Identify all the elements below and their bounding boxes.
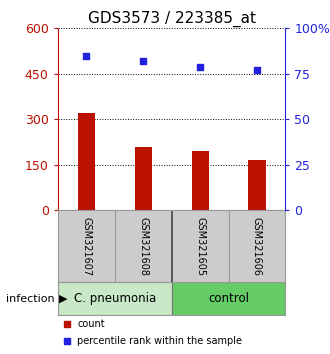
Point	[254, 67, 260, 73]
Text: infection: infection	[6, 293, 54, 304]
Bar	[172, 282, 285, 315]
Bar	[135, 147, 152, 210]
Bar	[58, 282, 172, 315]
Text: control: control	[208, 292, 249, 305]
Bar	[78, 113, 95, 210]
Point	[141, 58, 146, 64]
Bar	[248, 160, 266, 210]
Bar	[191, 151, 209, 210]
Text: GSM321608: GSM321608	[138, 217, 148, 276]
Point	[197, 64, 203, 69]
Text: GSM321606: GSM321606	[252, 217, 262, 276]
Point	[64, 321, 70, 326]
Point	[64, 338, 70, 344]
Point	[83, 53, 89, 58]
Text: C. pneumonia: C. pneumonia	[74, 292, 156, 305]
Title: GDS3573 / 223385_at: GDS3573 / 223385_at	[87, 11, 256, 27]
Text: GSM321607: GSM321607	[81, 217, 91, 276]
Text: GSM321605: GSM321605	[195, 217, 205, 276]
Text: ▶: ▶	[59, 293, 68, 304]
Text: percentile rank within the sample: percentile rank within the sample	[77, 336, 242, 346]
Text: count: count	[77, 319, 105, 329]
